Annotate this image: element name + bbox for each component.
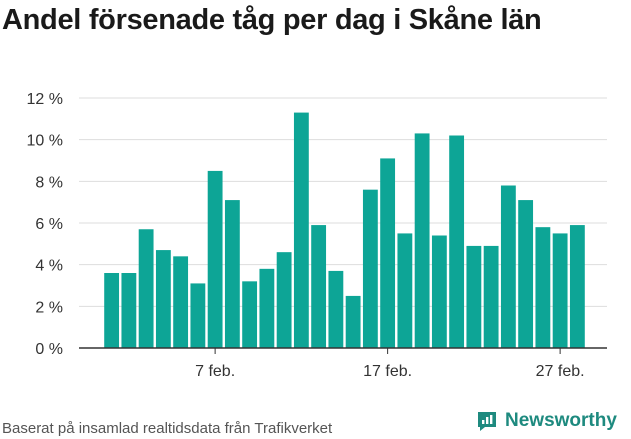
bar (397, 233, 413, 348)
bar (518, 200, 534, 348)
y-tick-label: 12 % (27, 91, 63, 108)
y-tick-label: 6 % (35, 216, 63, 233)
bar (155, 250, 171, 348)
x-tick-layer: 7 feb. 17 feb. 27 feb. (195, 348, 585, 380)
bar (173, 256, 189, 348)
bar (414, 133, 430, 348)
bar (483, 245, 499, 348)
brand-logo: Newsworthy (475, 409, 617, 433)
bar (242, 281, 258, 348)
y-tick-label: 4 % (35, 258, 63, 275)
brand-name: Newsworthy (505, 410, 617, 431)
bar (293, 112, 309, 348)
y-tick-label: 0 % (35, 341, 63, 358)
bar (431, 235, 447, 348)
bar (259, 268, 275, 348)
source-note: Baserat på insamlad realtidsdata från Tr… (2, 420, 333, 437)
bar (500, 185, 516, 348)
bar (190, 283, 206, 348)
y-tick-layer: 0 % 2 % 4 % 6 % 8 % 10 % 12 % (27, 91, 63, 358)
bar (345, 295, 361, 348)
bar (276, 252, 292, 348)
x-tick-label: 27 feb. (536, 363, 585, 380)
newsworthy-logo-icon (478, 412, 496, 431)
bar (466, 245, 482, 348)
y-tick-label: 8 % (35, 174, 63, 191)
bar (552, 233, 568, 348)
bar (121, 273, 137, 348)
bar (380, 158, 396, 348)
x-tick-label: 7 feb. (195, 363, 235, 380)
bar-layer (104, 112, 585, 348)
bar (449, 135, 465, 348)
bar (569, 225, 585, 348)
chart-title: Andel försenade tåg per dag i Skåne län (2, 4, 542, 36)
bar (328, 270, 344, 348)
x-tick-label: 17 feb. (363, 363, 412, 380)
bar (362, 189, 378, 348)
y-tick-label: 2 % (35, 299, 63, 316)
bar (138, 229, 154, 348)
y-tick-label: 10 % (27, 133, 63, 150)
bar (535, 227, 551, 348)
bar (207, 170, 223, 348)
bar (224, 200, 240, 348)
bar (311, 225, 327, 348)
bar (104, 273, 120, 348)
